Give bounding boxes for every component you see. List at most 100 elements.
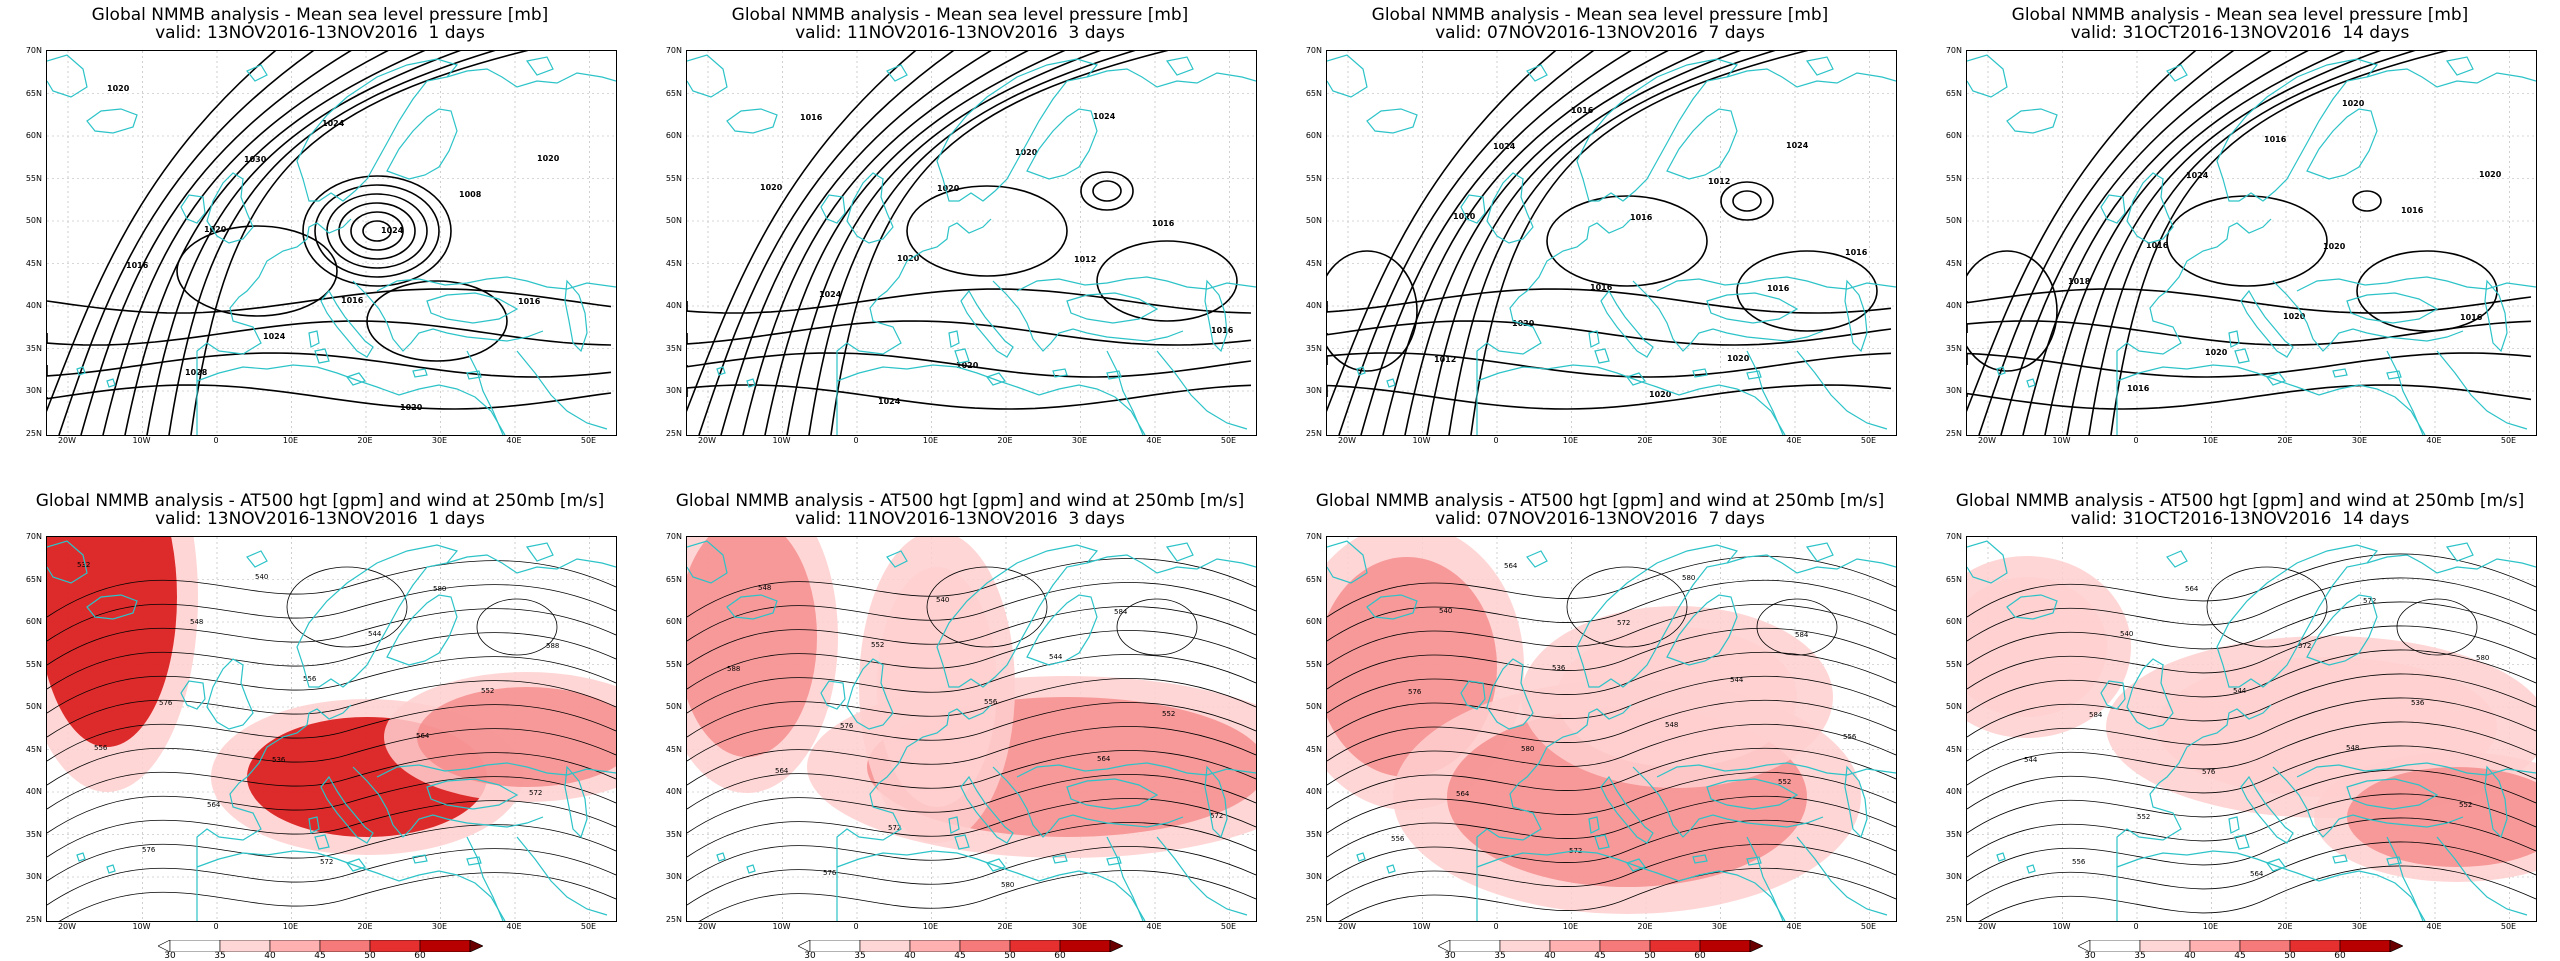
- colorbar-tick-label: 40: [2184, 951, 2196, 961]
- lat-tick-label: 35N: [25, 829, 42, 839]
- isobar-label: 1030: [244, 155, 267, 164]
- colorbar-tick-label: 40: [264, 951, 276, 961]
- lat-tick-label: 25N: [665, 914, 682, 924]
- lat-tick-label: 65N: [1945, 88, 1962, 98]
- lon-tick-label: 0: [1493, 436, 1499, 445]
- lon-tick-label: 40E: [506, 436, 522, 445]
- lat-tick-label: 65N: [25, 88, 42, 98]
- height-contour-label: 556: [94, 744, 108, 752]
- height-contour-label: 564: [1097, 755, 1111, 763]
- map-svg: 532 548 556 564 572 576 540 544 552 556 564 572 580 5…: [47, 537, 616, 921]
- map-svg: 1024 1016 1016 1012 1016 1012 1016 1020 1020 1024…: [1327, 51, 1896, 435]
- height-contour-label: 576: [1408, 688, 1422, 696]
- isobar-label: 1016: [341, 296, 364, 305]
- lat-tick-label: 40N: [665, 301, 682, 310]
- lon-tick-label: 20E: [997, 436, 1013, 445]
- lon-tick-label: 20E: [2277, 436, 2293, 445]
- height-contour-label: 544: [2024, 756, 2038, 764]
- lat-tick-label: 65N: [1945, 574, 1962, 584]
- lon-tick-label: 20W: [697, 436, 717, 445]
- height-contour-label: 544: [2233, 687, 2247, 695]
- isobar-label: 1016: [1590, 283, 1613, 292]
- lon-tick-label: 20W: [1977, 436, 1997, 445]
- lon-tick-label: 10W: [132, 922, 151, 931]
- lat-tick-label: 55N: [665, 659, 682, 669]
- height-contour-label: 548: [2346, 744, 2359, 752]
- lon-tick-label: 30E: [431, 922, 448, 931]
- lon-tick-label: 10E: [2202, 922, 2219, 931]
- lon-tick-label: 40E: [1146, 436, 1162, 445]
- lat-tick-label: 60N: [25, 617, 42, 626]
- colorbar-tick-label: 35: [1494, 951, 1506, 961]
- panel-title: Global NMMB analysis - AT500 hgt [gpm] a…: [675, 491, 1245, 511]
- lat-tick-label: 60N: [25, 131, 42, 140]
- lon-tick-label: 30E: [2351, 436, 2368, 445]
- panel-title: Global NMMB analysis - Mean sea level pr…: [2011, 5, 2469, 25]
- lon-tick-label: 50E: [580, 436, 597, 445]
- lat-tick-label: 60N: [1305, 617, 1322, 626]
- height-contour-label: 580: [433, 585, 446, 593]
- lon-tick-label: 30E: [1711, 922, 1728, 931]
- height-contour-label: 580: [1521, 745, 1534, 753]
- colorbar-tick-label: 45: [1594, 951, 1606, 961]
- lon-tick-label: 10W: [132, 436, 151, 445]
- height-contour-label: 564: [2250, 870, 2264, 878]
- height-contour-label: 536: [272, 756, 286, 764]
- map-plot: 1016 1020 1012 1016 1024 1020 1016 1024 1020 1024…: [686, 50, 1257, 436]
- isobar-label: 1016: [2127, 384, 2150, 393]
- coastlines: [1967, 540, 2536, 921]
- isobar-label: 1016: [126, 261, 149, 270]
- lat-tick-label: 25N: [665, 428, 682, 438]
- coastlines: [687, 54, 1256, 435]
- height-contour-label: 540: [255, 573, 268, 581]
- isobar-label: 1016: [1571, 106, 1594, 115]
- lat-tick-label: 25N: [1945, 914, 1962, 924]
- map-panel-4: Global NMMB analysis - Mean sea level pr…: [1920, 0, 2560, 480]
- panel-title: Global NMMB analysis - Mean sea level pr…: [731, 5, 1189, 25]
- isobar-label: 1012: [1434, 355, 1456, 364]
- lat-tick-label: 40N: [665, 787, 682, 796]
- panel-valid-range: valid: 11NOV2016-13NOV2016 3 days: [795, 509, 1125, 529]
- isobar-label: 1016: [1211, 326, 1234, 335]
- height-contour-label: 580: [1001, 881, 1014, 889]
- map-panel-1: Global NMMB analysis - Mean sea level pr…: [0, 0, 640, 480]
- lat-tick-label: 30N: [1945, 386, 1962, 395]
- isobar-label: 1016: [800, 113, 823, 122]
- lat-tick-label: 45N: [25, 258, 42, 268]
- lat-tick-label: 25N: [1945, 428, 1962, 438]
- colorbar-tick-label: 40: [904, 951, 916, 961]
- map-panel-5: Global NMMB analysis - AT500 hgt [gpm] a…: [0, 480, 640, 960]
- lat-tick-label: 55N: [1945, 173, 1962, 183]
- map-plot: 540 544 548 552 556 564 572 536 544 552 564 572 580 5…: [1966, 536, 2537, 922]
- lon-tick-label: 10W: [772, 436, 791, 445]
- lat-tick-label: 45N: [665, 744, 682, 754]
- isobar-label: 1008: [459, 190, 482, 199]
- lon-tick-label: 0: [2133, 922, 2139, 931]
- height-contour-label: 584: [1795, 631, 1809, 639]
- map-panel-6: Global NMMB analysis - AT500 hgt [gpm] a…: [640, 480, 1280, 960]
- lat-tick-label: 35N: [665, 829, 682, 839]
- isobar-label: 1012: [1708, 177, 1730, 186]
- isobar-label: 1016: [2264, 135, 2287, 144]
- lon-tick-label: 20E: [1637, 436, 1653, 445]
- isobars: [687, 51, 1252, 435]
- map-panel-2: Global NMMB analysis - Mean sea level pr…: [640, 0, 1280, 480]
- map-plot: 1020 1030 1024 1016 1028 1024 1008 1016 1024 1020…: [46, 50, 617, 436]
- lat-tick-label: 60N: [1305, 131, 1322, 140]
- coastlines: [1967, 54, 2536, 435]
- lon-tick-label: 40E: [2426, 436, 2442, 445]
- lon-tick-label: 20E: [1637, 922, 1653, 931]
- lat-tick-label: 30N: [1945, 872, 1962, 881]
- isobar-label: 1020: [2479, 170, 2502, 179]
- panel-valid-range: valid: 07NOV2016-13NOV2016 7 days: [1435, 23, 1765, 43]
- lon-tick-label: 40E: [1786, 922, 1802, 931]
- lat-tick-label: 40N: [1945, 301, 1962, 310]
- lat-tick-label: 70N: [25, 532, 42, 541]
- height-contour-label: 556: [303, 675, 317, 683]
- lon-tick-label: 50E: [1220, 922, 1237, 931]
- lat-tick-label: 60N: [1945, 617, 1962, 626]
- isobar-label: 1020: [400, 403, 423, 412]
- height-contour-label: 552: [2137, 813, 2150, 821]
- height-contour-label: 552: [871, 641, 884, 649]
- lon-tick-label: 40E: [1786, 436, 1802, 445]
